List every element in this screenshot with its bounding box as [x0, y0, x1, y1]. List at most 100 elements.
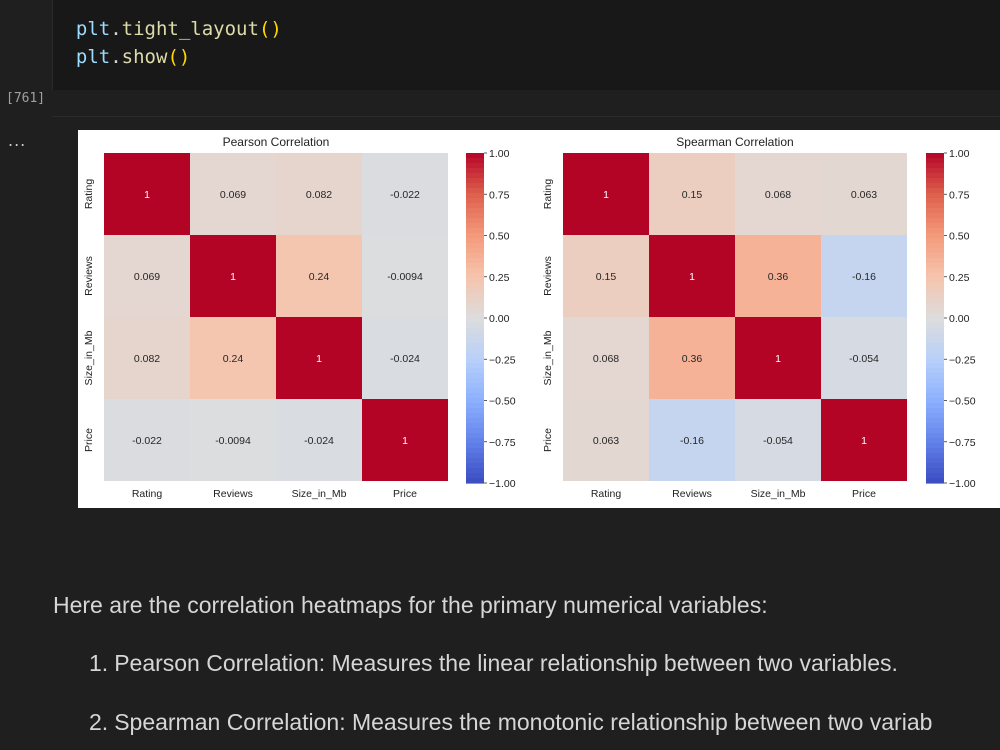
chart-title: Pearson Correlation — [223, 135, 330, 149]
list-item-text: Spearman Correlation: Measures the monot… — [114, 709, 933, 735]
colorbar-segment — [466, 298, 484, 304]
colorbar-segment — [466, 173, 484, 179]
colorbar-tick-label: 0.75 — [489, 189, 510, 201]
cell-value-label: 1 — [689, 271, 695, 283]
colorbar-segment — [926, 243, 944, 249]
colorbar-tick-label: −0.75 — [489, 437, 516, 449]
colorbar-tick-label: −0.75 — [949, 437, 976, 449]
colorbar-segment — [466, 263, 484, 269]
cell-value-label: 0.15 — [682, 189, 703, 201]
cell-value-label: 0.069 — [134, 271, 160, 283]
colorbar-segment — [466, 178, 484, 184]
heatmap-cell — [104, 235, 190, 317]
colorbar-segment — [926, 228, 944, 234]
heatmap-cell — [821, 317, 907, 399]
colorbar-segment — [466, 223, 484, 229]
code-line-tight-layout[interactable]: plt.tight_layout() — [53, 0, 282, 40]
colorbar-segment — [466, 458, 484, 464]
code-cell[interactable] — [52, 0, 1000, 90]
code-token-object: plt — [75, 18, 111, 40]
y-tick-label: Size_in_Mb — [83, 330, 95, 385]
colorbar-segment — [466, 363, 484, 369]
cell-value-label: 0.082 — [134, 353, 160, 365]
colorbar-segment — [926, 363, 944, 369]
colorbar-segment — [926, 258, 944, 264]
colorbar-segment — [926, 198, 944, 204]
colorbar-segment — [926, 308, 944, 314]
y-tick-label: Rating — [542, 179, 554, 210]
colorbar-segment — [926, 443, 944, 449]
colorbar-tick-label: 0.50 — [949, 231, 970, 243]
colorbar-segment — [926, 448, 944, 454]
heatmap-cell — [104, 153, 190, 235]
cell-value-label: -0.024 — [304, 435, 334, 447]
code-token-dot: . — [110, 46, 122, 68]
x-tick-label: Size_in_Mb — [751, 488, 806, 500]
colorbar-segment — [926, 208, 944, 214]
colorbar-segment — [926, 418, 944, 424]
colorbar-segment — [926, 163, 944, 169]
colorbar-segment — [926, 153, 944, 159]
x-tick-label: Rating — [591, 488, 622, 500]
colorbar-segment — [466, 423, 484, 429]
colorbar-segment — [466, 253, 484, 259]
colorbar-segment — [466, 273, 484, 279]
list-item: 2. Spearman Correlation: Measures the mon… — [89, 709, 932, 736]
y-tick-label: Size_in_Mb — [542, 330, 554, 385]
colorbar-segment — [466, 433, 484, 439]
cell-value-label: 1 — [775, 353, 781, 365]
colorbar-tick-label: 1.00 — [949, 148, 970, 160]
colorbar-segment — [466, 248, 484, 254]
heatmap-cell — [276, 399, 362, 481]
cell-value-label: 1 — [861, 435, 867, 447]
y-tick-label: Price — [542, 428, 554, 452]
colorbar-segment — [466, 303, 484, 309]
code-line-show[interactable]: plt.show() — [53, 24, 190, 68]
colorbar-segment — [926, 383, 944, 389]
heatmap-cell — [821, 153, 907, 235]
colorbar-segment — [926, 423, 944, 429]
heatmap-cell — [362, 399, 448, 481]
colorbar-segment — [466, 353, 484, 359]
cell-divider — [52, 116, 1000, 117]
code-token-function: tight_layout — [121, 18, 259, 40]
heatmap-cell — [563, 399, 649, 481]
heatmap-cell — [563, 153, 649, 235]
colorbar-segment — [926, 318, 944, 324]
colorbar-segment — [926, 328, 944, 334]
colorbar-segment — [466, 168, 484, 174]
heatmap-cell — [649, 399, 735, 481]
cell-value-label: -0.054 — [849, 353, 879, 365]
colorbar-segment — [926, 408, 944, 414]
heatmap-cell — [276, 235, 362, 317]
cell-value-label: 0.069 — [220, 189, 246, 201]
colorbar-segment — [466, 193, 484, 199]
cell-value-label: 0.36 — [682, 353, 703, 365]
heatmap-cell — [735, 399, 821, 481]
output-more-actions-icon[interactable]: ... — [8, 131, 27, 150]
colorbar-segment — [466, 468, 484, 474]
colorbar-segment — [926, 463, 944, 469]
colorbar-segment — [466, 398, 484, 404]
colorbar-segment — [466, 293, 484, 299]
colorbar-segment — [466, 473, 484, 479]
colorbar-segment — [466, 258, 484, 264]
x-tick-label: Size_in_Mb — [292, 488, 347, 500]
colorbar-tick-label: 0.00 — [489, 313, 510, 325]
colorbar-segment — [466, 443, 484, 449]
list-item: 1. Pearson Correlation: Measures the line… — [89, 650, 898, 677]
cell-value-label: 0.15 — [596, 271, 617, 283]
heatmap-cell — [276, 317, 362, 399]
cell-value-label: 0.36 — [768, 271, 789, 283]
cell-value-label: 0.24 — [223, 353, 244, 365]
colorbar-segment — [926, 473, 944, 479]
cell-value-label: 1 — [144, 189, 150, 201]
heatmap-cell — [190, 235, 276, 317]
colorbar-segment — [466, 203, 484, 209]
colorbar-segment — [926, 358, 944, 364]
colorbar-segment — [926, 453, 944, 459]
heatmap-cell — [104, 399, 190, 481]
colorbar-tick-label: −0.50 — [489, 396, 516, 408]
code-token-parens: () — [258, 18, 282, 40]
x-tick-label: Rating — [132, 488, 163, 500]
